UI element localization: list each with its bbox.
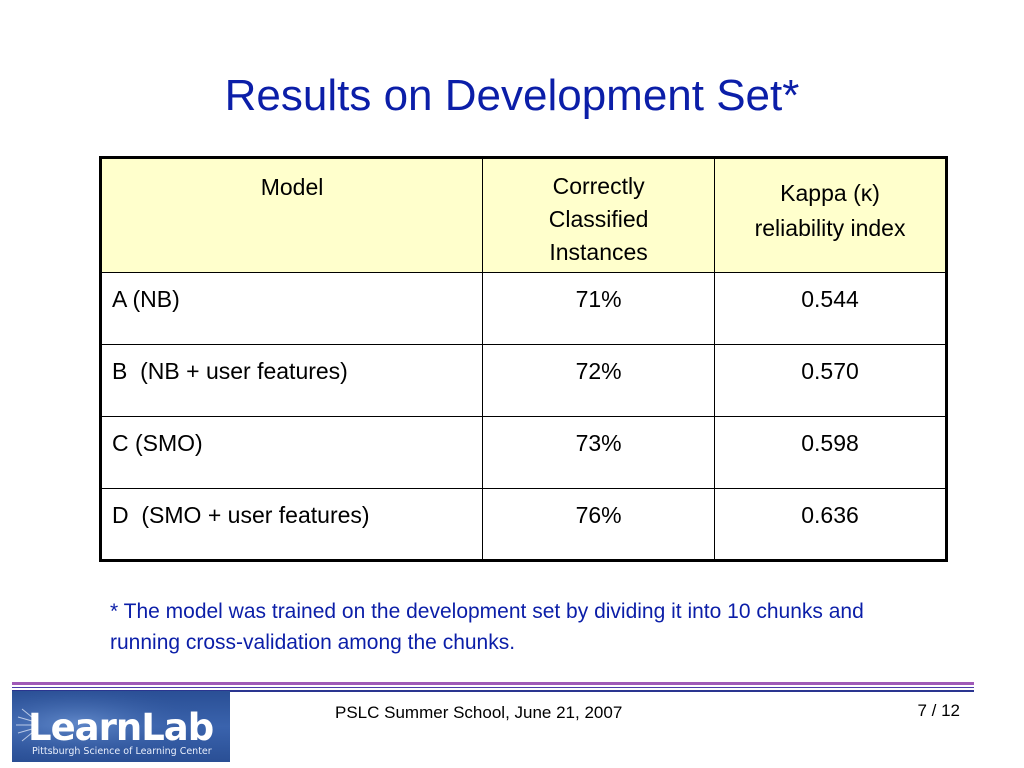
cell-kappa: 0.598 [714, 416, 947, 489]
learnlab-logo-graphic: LearnLab Pittsburgh Science of Learning … [12, 691, 230, 762]
footer-divider [12, 682, 974, 685]
table-row: C (SMO) 73% 0.598 [99, 416, 947, 489]
header-model: Model [99, 157, 484, 273]
table-row: A (NB) 71% 0.544 [99, 272, 947, 345]
table-header-row: Model Correctly Classified Instances Kap… [99, 157, 947, 273]
table-row: D (SMO + user features) 76% 0.636 [99, 488, 947, 561]
cell-correct: 76% [482, 488, 716, 561]
cell-kappa: 0.544 [714, 272, 947, 345]
cell-kappa: 0.570 [714, 344, 947, 417]
header-kappa-line: reliability index [754, 215, 906, 241]
header-correct-line: Classified [548, 206, 649, 232]
header-kappa: Kappa (κ) reliability index [714, 157, 947, 273]
footer-divider [12, 687, 974, 688]
logo-subtext: Pittsburgh Science of Learning Center [32, 746, 212, 757]
cell-correct: 73% [482, 416, 716, 489]
cell-model: A (NB) [99, 272, 484, 345]
cell-model: D (SMO + user features) [99, 488, 484, 561]
logo-wordmark: LearnLab [28, 706, 213, 749]
learnlab-logo: LearnLab Pittsburgh Science of Learning … [12, 691, 230, 762]
cell-model: C (SMO) [99, 416, 484, 489]
header-correct-line: Correctly [552, 173, 645, 199]
cell-correct: 71% [482, 272, 716, 345]
header-kappa-line: Kappa (κ) [780, 180, 880, 206]
footnote: * The model was trained on the developme… [110, 600, 864, 654]
cell-correct: 72% [482, 344, 716, 417]
footer-divider [12, 690, 974, 692]
slide-title: Results on Development Set* [224, 71, 800, 120]
table-row: B (NB + user features) 72% 0.570 [99, 344, 947, 417]
cell-kappa: 0.636 [714, 488, 947, 561]
header-correct: Correctly Classified Instances [482, 157, 716, 273]
cell-model: B (NB + user features) [99, 344, 484, 417]
results-table: Model Correctly Classified Instances Kap… [99, 156, 948, 562]
page-number: 7 / 12 [917, 701, 960, 720]
footer-text: PSLC Summer School, June 21, 2007 [335, 703, 623, 722]
header-correct-line: Instances [549, 239, 648, 265]
